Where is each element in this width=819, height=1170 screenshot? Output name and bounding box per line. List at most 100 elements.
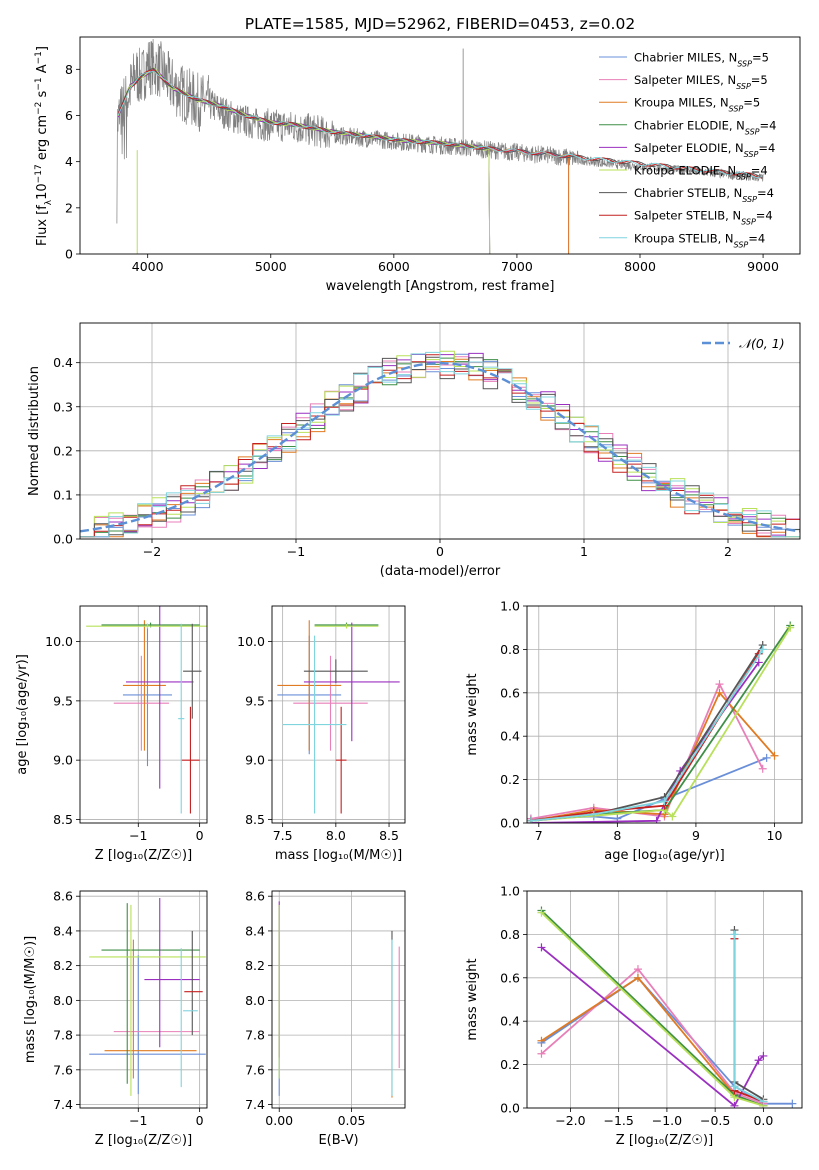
- y-tick-label: 9.5: [245, 693, 265, 708]
- weight-marker: [527, 816, 535, 823]
- y-axis-label-part: −1: [34, 51, 44, 64]
- y-tick-label: 8.5: [53, 812, 73, 827]
- x-tick-label: 0: [196, 1113, 204, 1128]
- y-tick-label: 8.4: [53, 923, 73, 938]
- weight-line: [733, 930, 764, 1101]
- weight-marker: [754, 658, 763, 667]
- weight-marker: [668, 812, 677, 821]
- x-axis-label: wavelength [Angstrom, rest frame]: [326, 279, 555, 294]
- y-tick-label: 8.4: [245, 923, 265, 938]
- legend-label-part: SSP: [736, 82, 751, 91]
- axes-frame: [79, 890, 208, 1109]
- y-tick-label: 7.8: [245, 1028, 265, 1043]
- legend-label: Kroupa ELODIE, NSSP=4: [634, 164, 768, 182]
- x-axis-label: Z [log₁₀(Z/Z☉)]: [95, 1133, 192, 1148]
- weight-marker: [730, 1082, 739, 1091]
- weight-line: [540, 909, 764, 1107]
- legend-label: Salpeter MILES, NSSP=5: [634, 73, 768, 91]
- x-tick-label: −1: [129, 828, 147, 843]
- weight-line: [530, 661, 760, 823]
- x-tick-label: 6000: [378, 259, 410, 274]
- axes-frame: [79, 36, 801, 255]
- weight-line: [540, 967, 764, 1105]
- weight-marker: [537, 943, 546, 952]
- weight-marker: [589, 810, 598, 819]
- weight-marker: [633, 973, 642, 982]
- legend-label-part: SSP: [729, 104, 744, 113]
- x-tick-label: −2.0: [555, 1113, 585, 1128]
- model-spectrum: [117, 70, 570, 254]
- weight-marker: [730, 1101, 739, 1108]
- weight-marker: [770, 751, 779, 760]
- y-tick-label: 0.6: [500, 970, 520, 985]
- plot-area: [278, 901, 400, 1098]
- y-tick-label: 8: [65, 62, 73, 77]
- weight-marker: [758, 645, 767, 654]
- legend-label-part: Kroupa STELIB, N: [634, 231, 734, 245]
- weight-marker: [759, 1097, 768, 1106]
- normal-curve: [80, 361, 800, 533]
- x-tick-label: 1: [580, 544, 588, 559]
- y-tick-label: 7.8: [53, 1028, 73, 1043]
- y-axis-label-part: erg cm: [35, 115, 50, 164]
- y-axis-label: age [log₁₀(age/yr)]: [15, 654, 30, 775]
- x-axis-label: Z [log₁₀(Z/Z☉)]: [95, 848, 192, 863]
- weight-marker: [660, 797, 669, 806]
- weight-line: [540, 946, 765, 1108]
- x-tick-label: 7.5: [273, 828, 293, 843]
- x-tick-label: 4000: [132, 259, 164, 274]
- legend-label-part: Chabrier ELODIE, N: [634, 118, 745, 132]
- x-tick-label: −0.5: [700, 1113, 730, 1128]
- y-tick-label: 0.8: [500, 927, 520, 942]
- y-tick-label: 9.0: [245, 753, 265, 768]
- x-tick-label: 9000: [747, 259, 779, 274]
- y-tick-label: 0.6: [500, 685, 520, 700]
- legend-label-part: =5: [752, 51, 769, 65]
- legend-label-part: SSP: [734, 240, 749, 249]
- panel-age_vs_Z: −1 0 8.5 9.0 9.5 10.0 Z [log₁₀(Z/Z☉)] age [log₁…: [15, 605, 208, 863]
- x-tick-label: 5000: [255, 259, 287, 274]
- x-tick-label: 8000: [624, 259, 656, 274]
- axes-frame: [271, 605, 406, 824]
- y-tick-label: 8.2: [245, 958, 265, 973]
- x-tick-label: 0.00: [265, 1113, 293, 1128]
- legend-label-part: Chabrier STELIB, N: [634, 186, 742, 200]
- panel-weight_vs_Z: −2.0 −1.5 −1.0 −0.5 0.0 0.0 0.2 0.4 0.6 0.8 1.0 Z […: [465, 884, 803, 1148]
- y-tick-label: 7.4: [53, 1097, 73, 1112]
- axes-frame: [526, 605, 803, 824]
- y-tick-label: 6: [65, 108, 73, 123]
- plot-area: [277, 620, 400, 814]
- legend-label-part: Salpeter ELODIE, N: [634, 141, 744, 155]
- y-tick-label: 9.5: [53, 693, 73, 708]
- x-axis-label: E(B-V): [318, 1133, 358, 1148]
- x-axis-label: age [log₁₀(age/yr)]: [604, 848, 725, 863]
- legend-label-part: Salpeter STELIB, N: [634, 209, 741, 223]
- legend-label-part: =5: [743, 96, 760, 110]
- x-axis-label: (data-model)/error: [380, 564, 501, 579]
- x-tick-label: 0: [196, 828, 204, 843]
- panel-weight_vs_age: 7 8 9 10 0.0 0.2 0.4 0.6 0.8 1.0 age [log₁₀(age/yr…: [465, 599, 803, 863]
- y-tick-label: 7.6: [53, 1062, 73, 1077]
- x-tick-label: 8.0: [326, 828, 346, 843]
- y-tick-label: 0.8: [500, 642, 520, 657]
- weight-marker: [715, 688, 724, 697]
- legend-label-part: Salpeter MILES, N: [634, 73, 736, 87]
- panel-age_vs_mass: 7.5 8.0 8.5 8.5 9.0 9.5 10.0 mass [log₁₀(M/M☉)]: [237, 605, 406, 863]
- panel-residual_histogram: −2 −1 0 1 2 0.0 0.1 0.2 0.3 0.4 (data-model)/error…: [27, 322, 801, 579]
- y-tick-label: 8.0: [245, 993, 265, 1008]
- x-tick-label: −2: [143, 544, 161, 559]
- x-tick-label: −1.5: [603, 1113, 633, 1128]
- y-tick-label: 0.4: [500, 729, 520, 744]
- plot-area: [86, 606, 207, 814]
- x-tick-label: 9: [692, 828, 700, 843]
- y-tick-label: 2: [65, 200, 73, 215]
- weight-marker: [788, 1099, 797, 1108]
- legend-label: 𝒩(0, 1): [739, 336, 785, 351]
- x-axis-label: Z [log₁₀(Z/Z☉)]: [616, 1133, 713, 1148]
- weight-marker: [537, 1049, 546, 1058]
- weight-marker: [754, 1056, 763, 1065]
- x-tick-label: −1.0: [652, 1113, 682, 1128]
- model-spectrum: [117, 69, 570, 254]
- panel-mass_vs_Z: −1 0 7.4 7.6 7.8 8.0 8.2 8.4 8.6 Z [log₁₀(Z/Z☉)] m…: [23, 889, 208, 1148]
